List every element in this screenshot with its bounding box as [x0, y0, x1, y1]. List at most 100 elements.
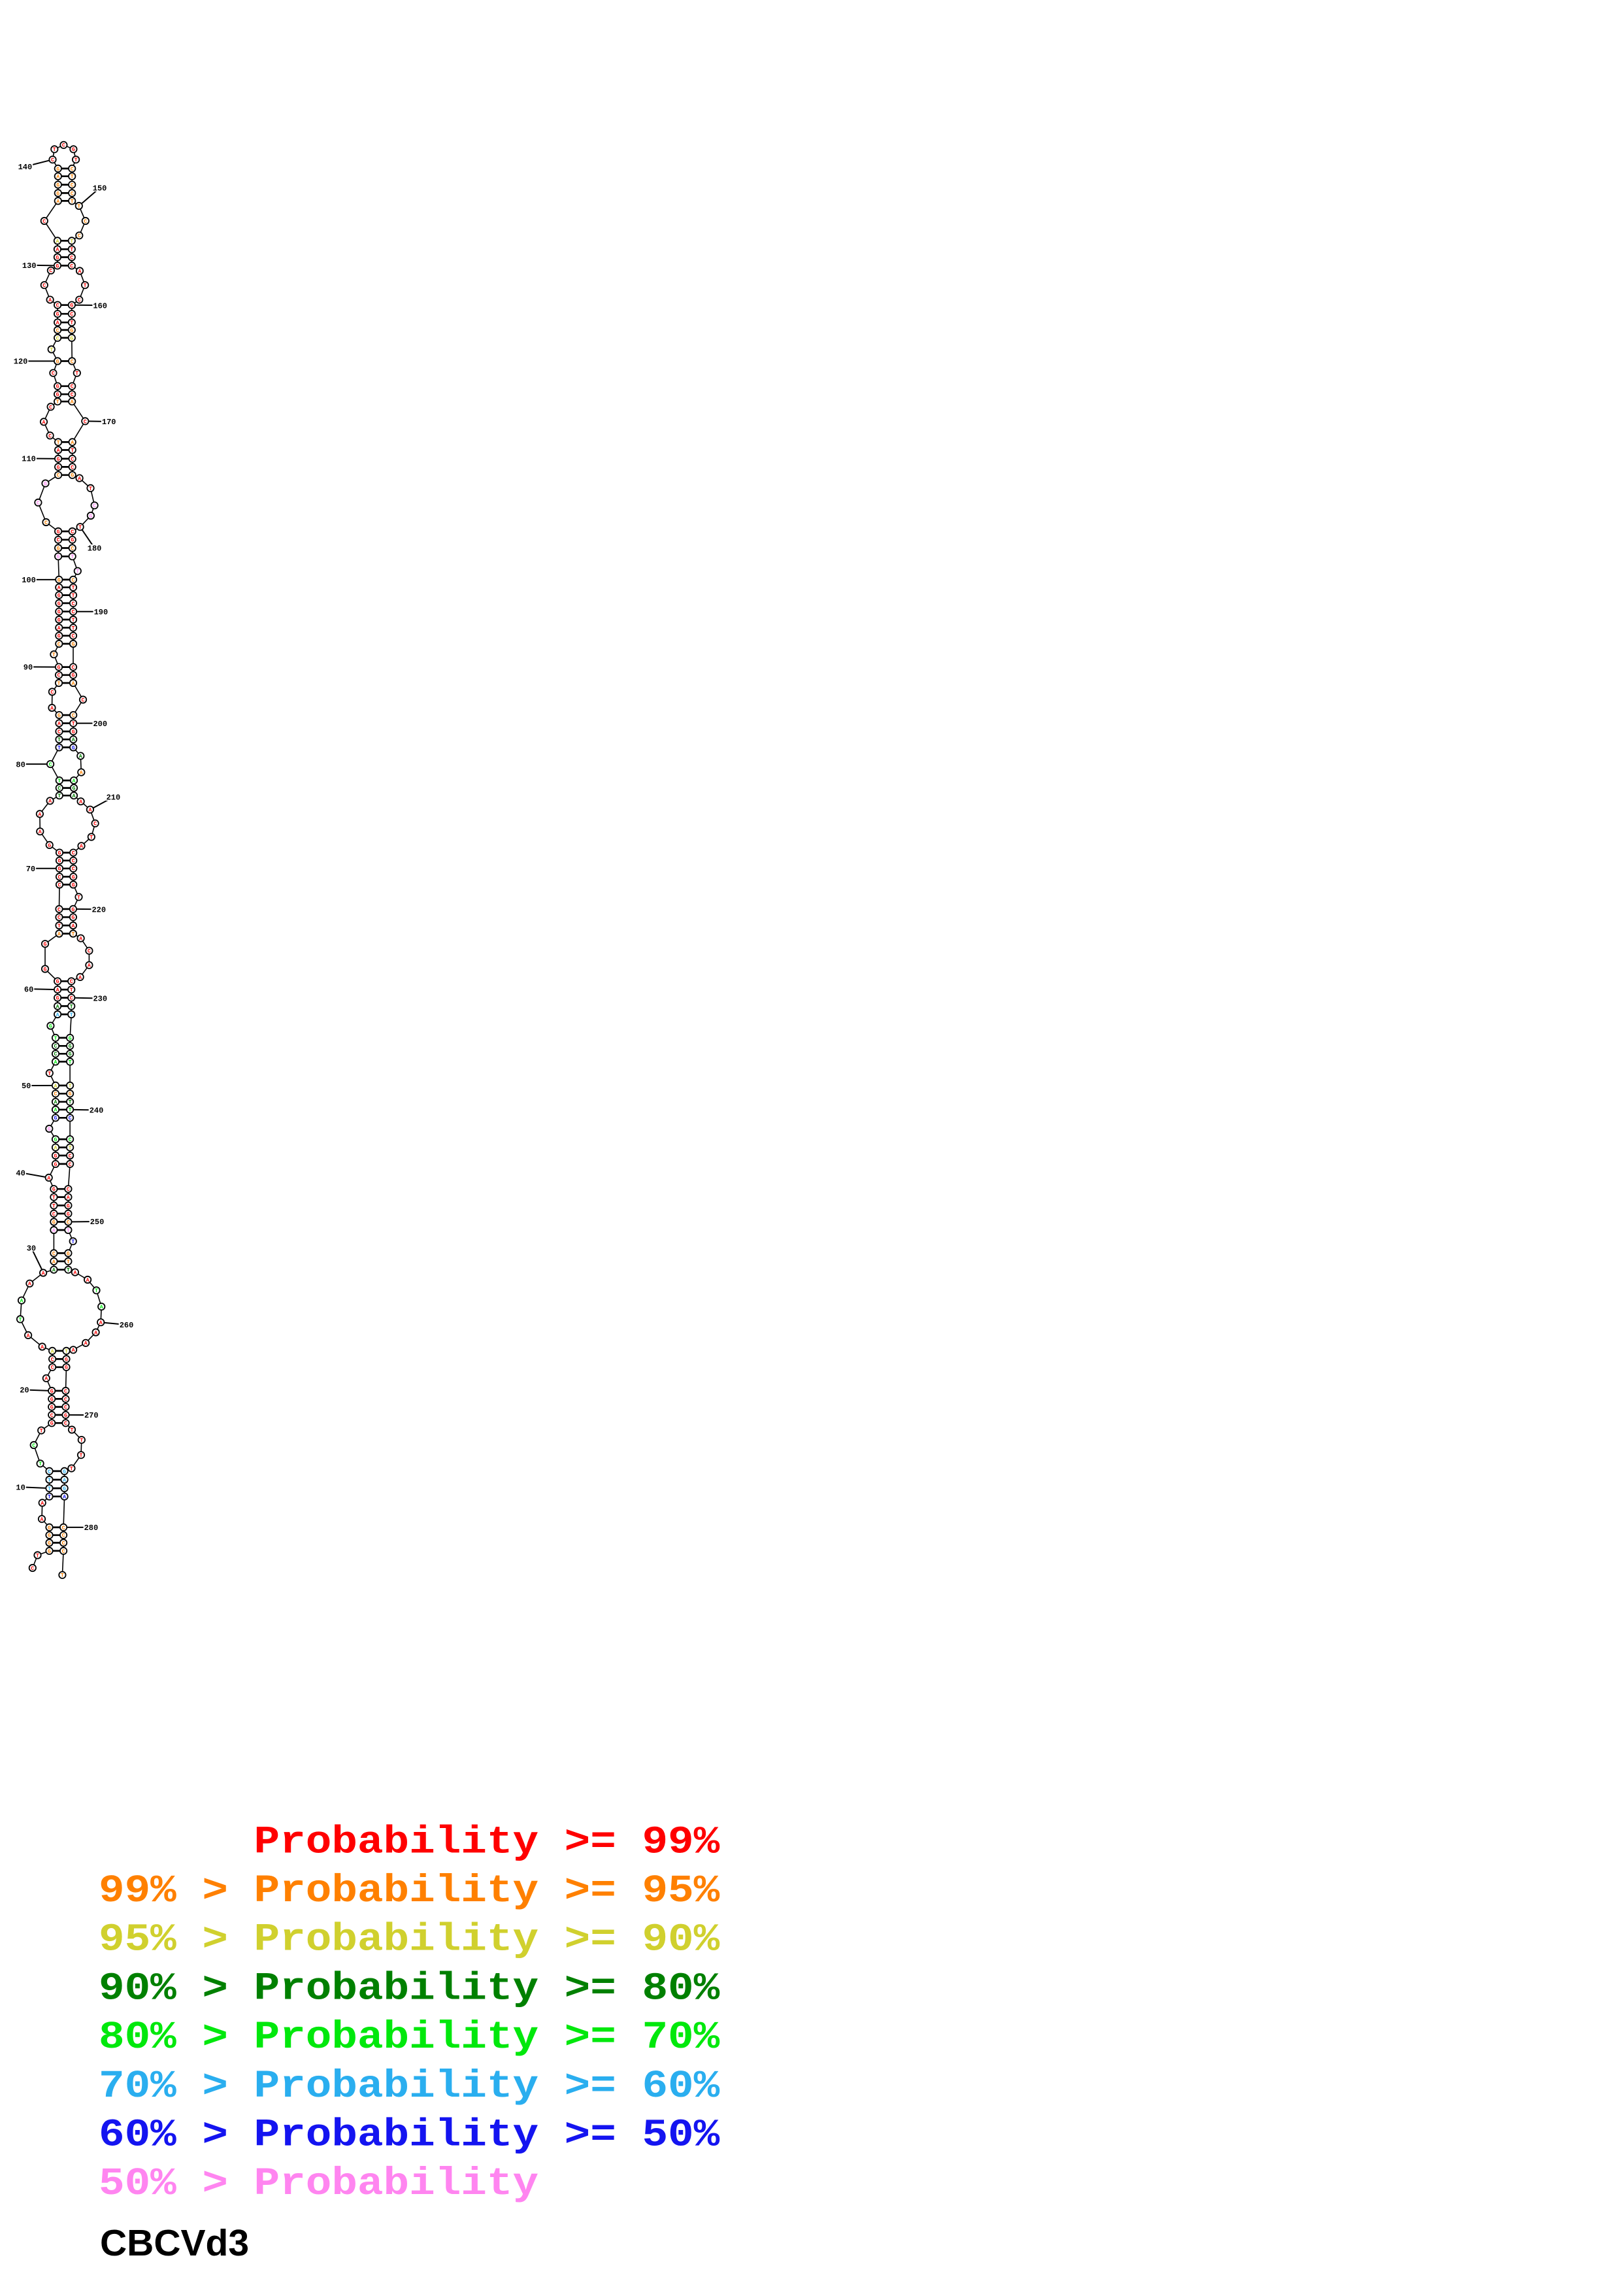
svg-text:T: T	[58, 745, 61, 751]
svg-text:210: 210	[107, 793, 121, 803]
svg-text:G: G	[54, 1137, 58, 1143]
svg-text:A: A	[58, 586, 61, 591]
svg-text:T: T	[48, 1486, 51, 1492]
svg-text:T: T	[58, 737, 61, 743]
svg-text:T: T	[95, 1288, 98, 1294]
svg-text:T: T	[80, 1438, 83, 1444]
svg-text:A: A	[58, 722, 61, 727]
svg-text:T: T	[67, 1228, 70, 1234]
svg-text:T: T	[71, 175, 74, 180]
svg-text:G: G	[72, 673, 75, 679]
svg-text:C: C	[67, 1220, 70, 1225]
svg-text:G: G	[56, 359, 59, 365]
svg-text:T: T	[52, 1203, 56, 1209]
svg-text:T: T	[61, 1573, 64, 1579]
svg-text:C: C	[84, 219, 87, 225]
svg-text:C: C	[32, 1443, 35, 1449]
svg-text:A: A	[56, 1012, 59, 1018]
svg-text:T: T	[71, 931, 74, 937]
svg-text:T: T	[58, 923, 61, 929]
svg-text:C: C	[71, 359, 74, 365]
svg-text:T: T	[75, 371, 78, 377]
svg-text:T: T	[70, 239, 73, 244]
svg-text:G: G	[48, 843, 51, 849]
svg-text:20: 20	[20, 1386, 29, 1395]
svg-text:T: T	[52, 1195, 56, 1201]
svg-text:C: C	[51, 1357, 54, 1363]
svg-text:T: T	[48, 1495, 51, 1501]
svg-text:90% > Probability >= 80%: 90% > Probability >= 80%	[99, 1967, 720, 2010]
svg-text:G: G	[58, 859, 61, 865]
svg-text:A: A	[56, 988, 59, 993]
svg-text:G: G	[72, 745, 75, 751]
svg-text:220: 220	[91, 905, 106, 914]
svg-text:G: G	[58, 578, 61, 584]
svg-text:G: G	[69, 1036, 72, 1042]
svg-text:C: C	[64, 1397, 67, 1403]
svg-text:A: A	[80, 771, 83, 776]
svg-text:G: G	[72, 874, 75, 880]
svg-text:A: A	[20, 1299, 24, 1305]
svg-text:70: 70	[26, 865, 35, 874]
svg-text:T: T	[58, 681, 61, 687]
svg-text:T: T	[80, 1453, 83, 1459]
svg-text:T: T	[67, 1259, 70, 1265]
svg-text:A: A	[44, 1376, 48, 1382]
svg-text:C: C	[49, 405, 52, 410]
svg-text:C: C	[72, 578, 75, 584]
svg-text:C: C	[58, 673, 61, 679]
svg-text:130: 130	[22, 261, 37, 271]
svg-text:A: A	[79, 754, 82, 760]
svg-text:C: C	[57, 473, 60, 479]
svg-text:A: A	[42, 420, 46, 425]
svg-text:T: T	[40, 1429, 43, 1435]
svg-text:A: A	[56, 175, 59, 180]
svg-text:C: C	[62, 1540, 65, 1546]
svg-text:C: C	[93, 822, 97, 827]
svg-text:C: C	[64, 1405, 67, 1411]
svg-text:C: C	[72, 851, 75, 857]
svg-text:C: C	[70, 255, 73, 261]
svg-text:T: T	[71, 199, 74, 205]
svg-text:C: C	[56, 328, 59, 334]
svg-text:G: G	[71, 538, 74, 544]
svg-text:80% > Probability >= 70%: 80% > Probability >= 70%	[99, 2016, 720, 2059]
svg-text:C: C	[71, 465, 74, 471]
svg-text:G: G	[72, 882, 75, 888]
svg-text:C: C	[62, 1533, 65, 1539]
svg-text:T: T	[65, 1349, 68, 1355]
svg-text:A: A	[52, 1228, 56, 1234]
svg-text:C: C	[50, 1413, 54, 1419]
svg-text:A: A	[78, 975, 82, 981]
svg-text:G: G	[67, 1203, 70, 1209]
svg-text:G: G	[44, 942, 47, 948]
svg-text:C: C	[72, 859, 75, 865]
svg-text:150: 150	[93, 184, 107, 193]
svg-text:A: A	[72, 681, 75, 687]
svg-text:C: C	[69, 1154, 72, 1159]
svg-text:T: T	[89, 486, 92, 492]
svg-text:G: G	[58, 593, 61, 599]
svg-text:A: A	[54, 1146, 58, 1152]
svg-text:A: A	[54, 1100, 58, 1106]
svg-text:A: A	[80, 844, 83, 850]
svg-text:A: A	[57, 448, 60, 454]
svg-text:A: A	[56, 247, 59, 253]
svg-text:C: C	[44, 520, 48, 526]
svg-text:G: G	[63, 1469, 66, 1475]
svg-text:C: C	[54, 1052, 58, 1057]
svg-text:A: A	[56, 1004, 59, 1010]
svg-text:G: G	[72, 147, 75, 153]
svg-text:C: C	[71, 183, 74, 189]
svg-text:G: G	[58, 610, 61, 616]
svg-text:A: A	[67, 1195, 70, 1201]
svg-text:C: C	[58, 874, 61, 880]
svg-text:C: C	[57, 538, 60, 544]
svg-text:G: G	[57, 457, 60, 463]
svg-text:G: G	[65, 1357, 68, 1363]
svg-text:G: G	[50, 1421, 54, 1427]
svg-text:T: T	[53, 147, 56, 153]
svg-text:A: A	[63, 1495, 66, 1501]
svg-text:A: A	[58, 625, 61, 631]
svg-text:G: G	[57, 529, 60, 535]
